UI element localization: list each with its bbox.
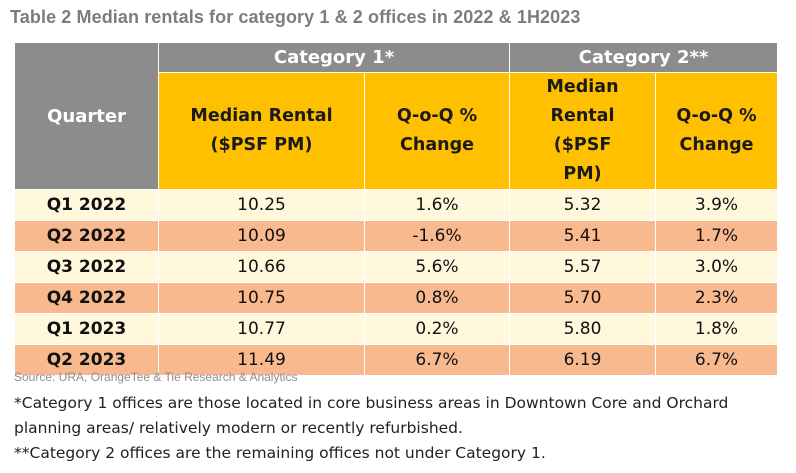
cat2-rental-cell: 5.80 <box>509 313 656 345</box>
quarter-cell: Q3 2022 <box>14 251 159 283</box>
rental-table: Quarter Category 1* Category 2** Median … <box>14 42 778 376</box>
header-category-1: Category 1* <box>158 42 510 73</box>
cat2-rental-cell: 6.19 <box>509 344 656 376</box>
quarter-cell: Q2 2022 <box>14 220 159 252</box>
cat2-rental-cell: 5.70 <box>509 282 656 314</box>
cat2-rental-cell: 5.41 <box>509 220 656 252</box>
cat1-rental-cell: 10.09 <box>158 220 365 252</box>
cat2-change-cell: 2.3% <box>655 282 778 314</box>
cat2-change-cell: 3.9% <box>655 189 778 221</box>
category-1-footnote: *Category 1 offices are those located in… <box>14 394 729 437</box>
header-cat2-median-rental: Median Rental ($PSF PM) <box>509 72 656 190</box>
cat2-rental-cell: 5.57 <box>509 251 656 283</box>
quarter-cell: Q2 2023 <box>14 344 159 376</box>
cat1-change-cell: 6.7% <box>364 344 510 376</box>
cat2-rental-cell: 5.32 <box>509 189 656 221</box>
table-row: Q1 2022 10.25 1.6% 5.32 3.9% <box>14 189 778 221</box>
cat1-change-cell: 0.8% <box>364 282 510 314</box>
table-row: Q2 2023 11.49 6.7% 6.19 6.7% <box>14 344 778 376</box>
cat1-rental-cell: 10.25 <box>158 189 365 221</box>
cat1-change-cell: 5.6% <box>364 251 510 283</box>
category-2-footnote: **Category 2 offices are the remaining o… <box>14 444 546 462</box>
quarter-cell: Q4 2022 <box>14 282 159 314</box>
header-cat1-median-rental: Median Rental ($PSF PM) <box>158 72 365 190</box>
header-quarter: Quarter <box>14 42 159 190</box>
table-row: Q2 2022 10.09 -1.6% 5.41 1.7% <box>14 220 778 252</box>
cat1-rental-cell: 10.77 <box>158 313 365 345</box>
quarter-cell: Q1 2023 <box>14 313 159 345</box>
table-row: Q4 2022 10.75 0.8% 5.70 2.3% <box>14 282 778 314</box>
source-note: Source: URA, OrangeTee & Tie Research & … <box>14 370 298 384</box>
cat2-change-cell: 1.8% <box>655 313 778 345</box>
header-category-2: Category 2** <box>509 42 778 73</box>
table-row: Q1 2023 10.77 0.2% 5.80 1.8% <box>14 313 778 345</box>
table-row: Q3 2022 10.66 5.6% 5.57 3.0% <box>14 251 778 283</box>
cat1-rental-cell: 10.75 <box>158 282 365 314</box>
cat2-change-cell: 1.7% <box>655 220 778 252</box>
cat2-change-cell: 6.7% <box>655 344 778 376</box>
cat1-change-cell: 0.2% <box>364 313 510 345</box>
quarter-cell: Q1 2022 <box>14 189 159 221</box>
cat1-change-cell: -1.6% <box>364 220 510 252</box>
header-cat1-qoq-change: Q-o-Q % Change <box>364 72 510 190</box>
cat1-rental-cell: 10.66 <box>158 251 365 283</box>
cat2-change-cell: 3.0% <box>655 251 778 283</box>
cat1-change-cell: 1.6% <box>364 189 510 221</box>
table-title: Table 2 Median rentals for category 1 & … <box>10 7 581 27</box>
header-cat2-qoq-change: Q-o-Q % Change <box>655 72 778 190</box>
